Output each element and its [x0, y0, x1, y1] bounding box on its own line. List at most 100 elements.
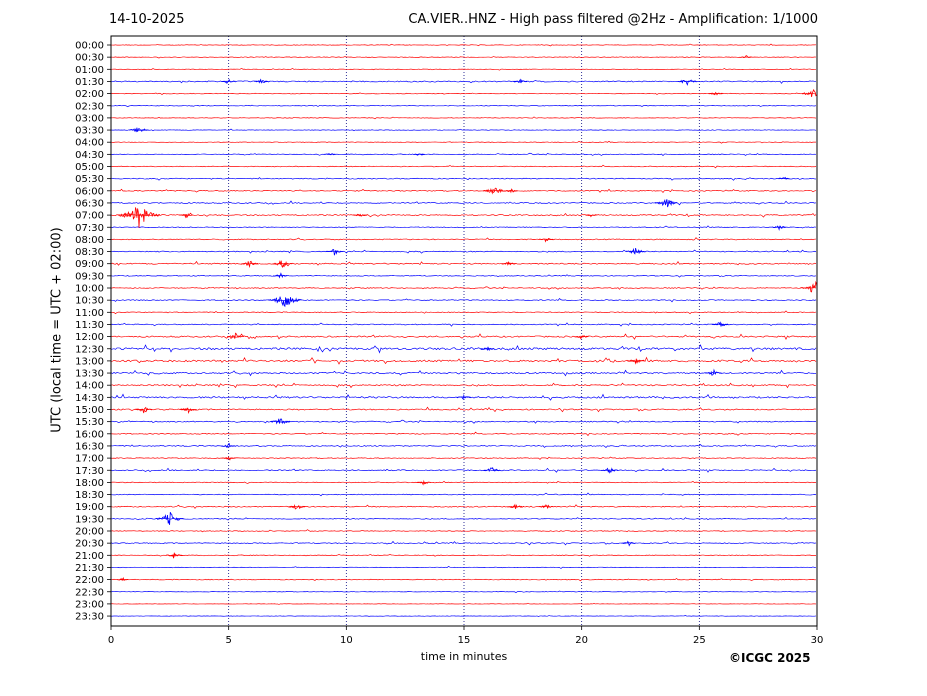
event-burst — [288, 503, 306, 510]
event-burst — [270, 418, 291, 425]
event-burst — [456, 393, 471, 400]
trace-0730 — [110, 225, 817, 229]
y-tick-label: 14:00 — [75, 381, 104, 392]
event-burst — [539, 504, 554, 509]
x-axis-ticks: 0 5 10 15 20 25 30 — [108, 626, 823, 646]
trace-0630 — [110, 200, 817, 206]
trace-0330 — [110, 128, 817, 132]
trace-1430 — [110, 393, 817, 401]
event-burst — [267, 296, 302, 308]
date-label: 14-10-2025 — [109, 12, 185, 27]
event-burst — [324, 153, 336, 156]
y-tick-label: 10:00 — [75, 284, 104, 295]
y-tick-label: 09:30 — [75, 271, 104, 282]
trace-0130 — [110, 80, 817, 84]
event-burst — [325, 249, 343, 256]
x-tick-label: 25 — [693, 635, 706, 646]
y-tick-label: 07:30 — [75, 223, 104, 234]
event-burst — [800, 280, 818, 293]
grid-lines — [228, 36, 700, 626]
event-burst — [677, 79, 698, 86]
trace-1200 — [110, 333, 817, 341]
y-tick-label: 02:30 — [75, 101, 104, 112]
trace-0200 — [110, 92, 817, 95]
y-tick-label: 20:00 — [75, 527, 104, 538]
event-burst — [179, 212, 194, 219]
y-tick-label: 00:00 — [75, 41, 104, 52]
y-tick-label: 04:30 — [75, 150, 104, 161]
trace-2200 — [110, 577, 817, 582]
x-tick-label: 5 — [225, 635, 231, 646]
event-burst — [483, 467, 501, 472]
event-burst — [129, 127, 149, 133]
y-tick-label: 01:30 — [75, 77, 104, 88]
event-burst — [627, 358, 645, 365]
trace-0430 — [110, 152, 817, 156]
trace-2330 — [110, 615, 817, 617]
event-burst — [801, 88, 818, 97]
trace-1730 — [110, 467, 817, 473]
x-tick-label: 15 — [458, 635, 471, 646]
event-burst — [708, 91, 723, 96]
y-tick-label: 21:00 — [75, 551, 104, 562]
event-burst — [501, 260, 516, 266]
y-tick-label: 12:30 — [75, 344, 104, 355]
y-tick-label: 08:00 — [75, 235, 104, 246]
trace-1700 — [110, 456, 817, 460]
event-burst — [416, 479, 431, 486]
y-tick-label: 11:00 — [75, 308, 104, 319]
trace-2130 — [110, 566, 817, 569]
y-tick-label: 03:30 — [75, 126, 104, 137]
y-tick-label: 19:00 — [75, 502, 104, 513]
y-tick-label: 23:00 — [75, 599, 104, 610]
y-tick-label: 12:00 — [75, 332, 104, 343]
event-burst — [155, 511, 184, 525]
trace-2100 — [110, 553, 817, 557]
trace-0030 — [110, 56, 817, 59]
trace-1330 — [110, 369, 817, 377]
y-tick-label: 06:00 — [75, 186, 104, 197]
event-burst — [221, 78, 236, 84]
trace-1930 — [110, 517, 817, 521]
event-burst — [221, 456, 236, 461]
trace-1630 — [110, 443, 817, 449]
y-tick-label: 22:30 — [75, 587, 104, 598]
trace-1600 — [110, 431, 817, 437]
y-tick-label: 16:30 — [75, 441, 104, 452]
event-burst — [117, 207, 161, 228]
y-tick-label: 13:30 — [75, 369, 104, 380]
trace-0000 — [110, 43, 817, 47]
trace-2000 — [110, 529, 817, 533]
x-tick-label: 0 — [108, 635, 114, 646]
trace-1500 — [110, 406, 817, 413]
trace-0830 — [110, 249, 817, 254]
y-tick-label: 16:00 — [75, 429, 104, 440]
y-tick-label: 04:00 — [75, 138, 104, 149]
y-tick-label: 15:30 — [75, 417, 104, 428]
trace-0930 — [110, 274, 817, 278]
x-axis-label: time in minutes — [420, 650, 508, 663]
event-burst — [704, 368, 722, 376]
trace-1400 — [110, 382, 817, 389]
trace-0100 — [110, 67, 817, 71]
y-tick-label: 17:30 — [75, 466, 104, 477]
trace-2030 — [110, 540, 817, 546]
y-tick-label: 17:00 — [75, 454, 104, 465]
event-burst — [574, 335, 589, 340]
event-burst — [483, 187, 506, 195]
event-burst — [601, 467, 619, 474]
event-burst — [165, 552, 183, 559]
y-tick-label: 03:00 — [75, 113, 104, 124]
trace-0900 — [110, 260, 817, 267]
y-tick-label: 01:00 — [75, 65, 104, 76]
trace-0230 — [110, 104, 817, 108]
y-tick-label: 20:30 — [75, 539, 104, 550]
event-burst — [353, 213, 368, 217]
y-tick-label: 08:30 — [75, 247, 104, 258]
event-burst — [413, 153, 425, 156]
trace-1900 — [110, 504, 817, 509]
y-tick-label: 00:30 — [75, 53, 104, 64]
trace-1030 — [110, 297, 817, 303]
event-burst — [513, 78, 528, 84]
